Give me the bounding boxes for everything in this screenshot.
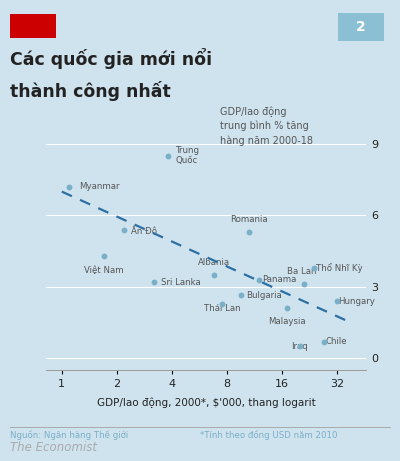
Text: Iraq: Iraq (292, 342, 308, 351)
Text: Trung
Quốc: Trung Quốc (176, 146, 200, 165)
Point (320, 338, 327, 345)
Text: Sri Lanka: Sri Lanka (161, 278, 201, 287)
Point (300, 281, 307, 288)
Text: Nguồn: Ngân hàng Thế giới: Nguồn: Ngân hàng Thế giới (10, 430, 128, 440)
Point (311, 264, 318, 272)
Text: Thổ Nhĩ Kỳ: Thổ Nhĩ Kỳ (316, 263, 362, 273)
Point (219, 300, 225, 307)
Text: GDP/lao động
trung bình % tăng
hàng năm 2000-18: GDP/lao động trung bình % tăng hàng năm … (220, 106, 313, 146)
Text: *Tính theo đồng USD năm 2010: *Tính theo đồng USD năm 2010 (200, 430, 338, 440)
Text: Romania: Romania (230, 215, 268, 224)
Point (151, 278, 157, 286)
Text: Albania: Albania (198, 258, 230, 266)
Text: Ấn Độ: Ấn Độ (131, 225, 157, 235)
Point (121, 226, 128, 233)
Text: The Economist: The Economist (10, 441, 97, 454)
Text: Ba Lan: Ba Lan (287, 267, 316, 276)
Text: Malaysia: Malaysia (268, 317, 306, 325)
Text: Bulgaria: Bulgaria (246, 291, 282, 300)
Text: 2: 2 (356, 20, 366, 34)
Point (297, 343, 303, 350)
Text: Panama: Panama (262, 275, 297, 284)
Point (238, 291, 244, 299)
Point (101, 252, 107, 260)
Text: Myanmar: Myanmar (80, 183, 120, 191)
Point (256, 276, 262, 284)
Point (334, 297, 340, 305)
Text: thành công nhất: thành công nhất (10, 81, 171, 100)
Text: Việt Nam: Việt Nam (84, 266, 124, 276)
Point (284, 305, 290, 312)
Point (211, 271, 217, 278)
X-axis label: GDP/lao động, 2000*, $'000, thang logarit: GDP/lao động, 2000*, $'000, thang logari… (97, 397, 315, 408)
Text: Chile: Chile (325, 337, 347, 346)
Point (165, 152, 171, 160)
Point (246, 228, 252, 236)
Text: Thái Lan: Thái Lan (204, 303, 240, 313)
Text: Hungary: Hungary (338, 296, 375, 306)
Point (66, 183, 72, 190)
Text: Các quốc gia mới nổi: Các quốc gia mới nổi (10, 48, 212, 70)
